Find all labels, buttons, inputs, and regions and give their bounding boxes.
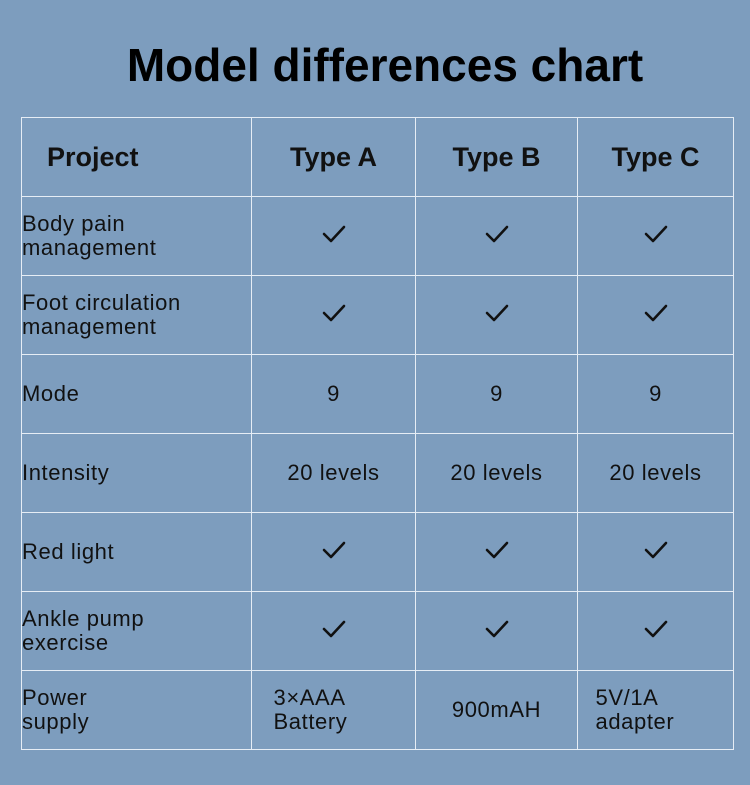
check-cell — [251, 591, 416, 671]
table-header-row: Project Type A Type B Type C — [21, 117, 734, 197]
value-cell: 900mAH — [415, 670, 578, 750]
row-label-text: Ankle pump exercise — [22, 606, 145, 655]
table-row: Ankle pump exercise — [21, 591, 734, 671]
row-label-text: Power supply — [22, 685, 90, 734]
value-text: 9 — [327, 381, 340, 406]
table-row: Power supply 3×AAA Battery 900mAH 5V/1A ada… — [21, 670, 734, 750]
value-cell: 20 levels — [415, 433, 578, 513]
check-icon — [643, 619, 669, 639]
row-label: Mode — [21, 354, 252, 434]
value-cell: 20 levels — [251, 433, 416, 513]
value-cell: 20 levels — [577, 433, 734, 513]
check-icon — [484, 540, 510, 560]
row-label: Body pain management — [21, 196, 252, 276]
value-cell: 3×AAA Battery — [251, 670, 416, 750]
row-label: Power supply — [21, 670, 252, 750]
check-icon — [321, 303, 347, 323]
check-cell — [415, 275, 578, 355]
check-cell — [251, 512, 416, 592]
check-cell — [577, 196, 734, 276]
table-row: Mode 9 9 9 — [21, 354, 734, 434]
header-type-a: Type A — [251, 117, 416, 197]
check-icon — [643, 540, 669, 560]
check-cell — [577, 275, 734, 355]
check-cell — [251, 275, 416, 355]
value-text: 900mAH — [451, 697, 542, 722]
value-text: 20 levels — [450, 460, 543, 485]
check-icon — [321, 619, 347, 639]
table-row: Red light — [21, 512, 734, 592]
row-label-text: Mode — [22, 381, 80, 406]
value-text: 20 levels — [609, 460, 702, 485]
row-label: Foot circulation management — [21, 275, 252, 355]
table-row: Body pain management — [21, 196, 734, 276]
row-label-text: Foot circulation management — [22, 290, 181, 339]
check-icon — [643, 224, 669, 244]
row-label: Intensity — [21, 433, 252, 513]
row-label-text: Intensity — [22, 460, 110, 485]
header-type-b: Type B — [415, 117, 578, 197]
page-title: Model differences chart — [126, 39, 644, 91]
row-label-text: Red light — [22, 539, 115, 564]
value-cell: 9 — [415, 354, 578, 434]
check-cell — [577, 591, 734, 671]
table-row: Foot circulation management — [21, 275, 734, 355]
table-row: Intensity 20 levels 20 levels 20 levels — [21, 433, 734, 513]
value-cell: 5V/1A adapter — [577, 670, 734, 750]
value-cell: 9 — [577, 354, 734, 434]
header-type-c: Type C — [577, 117, 734, 197]
value-text: 5V/1A adapter — [595, 685, 675, 734]
check-cell — [577, 512, 734, 592]
row-label-text: Body pain management — [22, 211, 157, 260]
value-text: 3×AAA Battery — [273, 685, 348, 734]
check-icon — [321, 224, 347, 244]
row-label: Ankle pump exercise — [21, 591, 252, 671]
check-cell — [251, 196, 416, 276]
check-icon — [484, 224, 510, 244]
value-text: 9 — [649, 381, 662, 406]
row-label: Red light — [21, 512, 252, 592]
header-project: Project — [21, 117, 252, 197]
check-cell — [415, 591, 578, 671]
check-cell — [415, 196, 578, 276]
check-icon — [484, 303, 510, 323]
check-cell — [415, 512, 578, 592]
value-text: 9 — [490, 381, 503, 406]
check-icon — [321, 540, 347, 560]
comparison-table: Project Type A Type B Type C Body pain m… — [21, 117, 734, 750]
value-text: 20 levels — [287, 460, 380, 485]
check-icon — [484, 619, 510, 639]
check-icon — [643, 303, 669, 323]
value-cell: 9 — [251, 354, 416, 434]
